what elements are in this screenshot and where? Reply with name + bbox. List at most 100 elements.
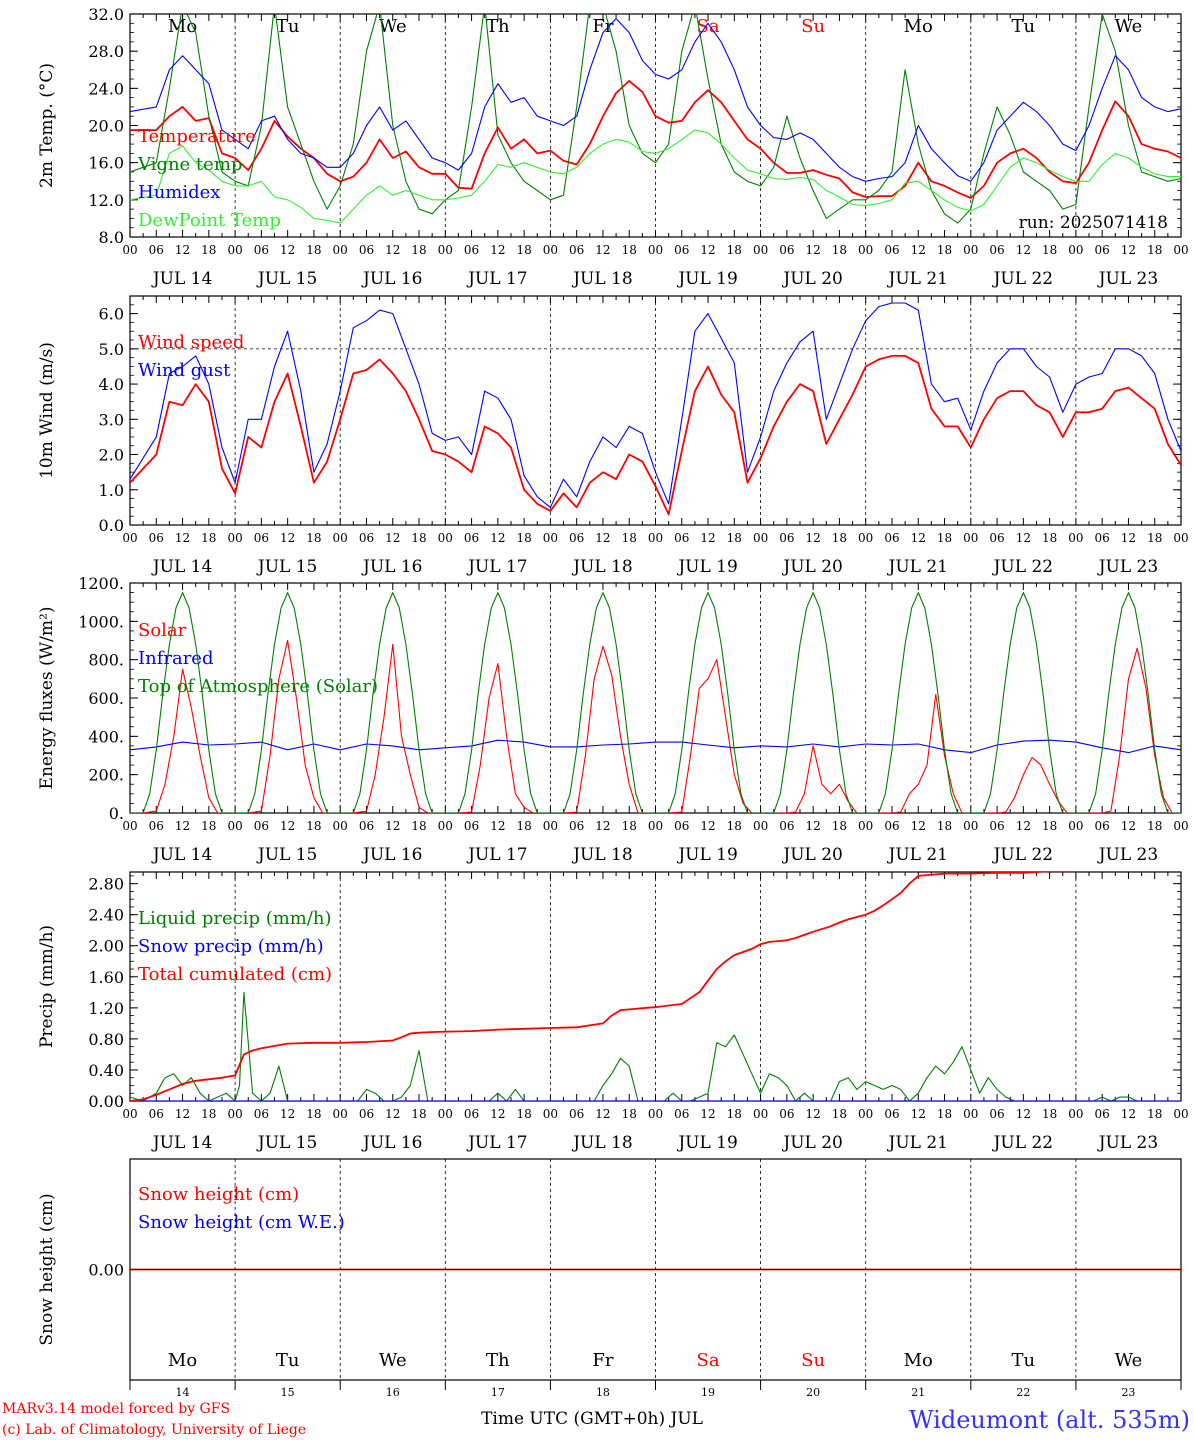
- hour-tick-label: 00: [227, 531, 242, 545]
- hour-tick-label: 18: [622, 1107, 637, 1121]
- y-tick-label: 1.60: [88, 968, 124, 987]
- day-name: Su: [801, 1350, 825, 1371]
- hour-tick-label: 12: [1016, 819, 1031, 833]
- date-label: JUL 22: [992, 269, 1053, 289]
- day-number: 16: [386, 1386, 400, 1399]
- run-annotation: run: 2025071418: [1019, 213, 1168, 233]
- hour-tick-label: 12: [385, 531, 400, 545]
- hour-tick-label: 00: [963, 243, 978, 257]
- date-label: JUL 23: [1097, 269, 1158, 289]
- date-label: JUL 17: [466, 845, 527, 865]
- hour-tick-label: 06: [464, 819, 479, 833]
- y-tick-label: 600.: [88, 689, 124, 708]
- panel-4: 00 06 12 18 00 06 12 18 00 06 12 18 00 06 12 18 00 06 12 18…: [37, 871, 1189, 1153]
- day-name: Sa: [697, 1350, 720, 1371]
- series-group: [130, 592, 1181, 813]
- hour-tick-label: 06: [779, 819, 794, 833]
- date-label: JUL 15: [256, 1133, 317, 1153]
- hour-tick-label: 00: [963, 1107, 978, 1121]
- series-line: [130, 14, 1181, 224]
- date-label: JUL 23: [1097, 1133, 1158, 1153]
- hour-tick-label: 06: [254, 819, 269, 833]
- hour-tick-label: 00: [227, 819, 242, 833]
- series-line: [130, 991, 1181, 1101]
- y-tick-label: 2.40: [88, 906, 124, 925]
- y-tick-label: 1000.: [78, 612, 124, 631]
- day-number: 14: [176, 1386, 190, 1399]
- hour-tick-label: 06: [674, 531, 689, 545]
- hour-tick-label: 18: [201, 531, 216, 545]
- hour-tick-label: 12: [175, 1107, 190, 1121]
- hour-tick-label: 18: [411, 819, 426, 833]
- hour-tick-label: 00: [438, 1107, 453, 1121]
- day-number: 17: [491, 1386, 505, 1399]
- y-tick-label: 32.0: [88, 5, 124, 24]
- hour-tick-label: 06: [674, 243, 689, 257]
- hour-tick-label: 00: [438, 243, 453, 257]
- y-tick-label: 2.80: [88, 875, 124, 894]
- hour-tick-label: 12: [385, 819, 400, 833]
- hour-tick-label: 06: [464, 531, 479, 545]
- day-name: Mo: [904, 1350, 933, 1371]
- day-name: Th: [486, 16, 510, 37]
- hour-tick-label: 00: [1068, 819, 1083, 833]
- legend-entry: Infrared: [138, 648, 213, 669]
- hour-tick-label: 18: [937, 1107, 952, 1121]
- hour-tick-label: 18: [622, 531, 637, 545]
- hour-tick-label: 18: [727, 1107, 742, 1121]
- hour-tick-label: 00: [753, 1107, 768, 1121]
- hour-tick-label: 12: [595, 1107, 610, 1121]
- hour-tick-label: 12: [700, 531, 715, 545]
- legend-entry: DewPoint Temp: [138, 210, 281, 231]
- hour-tick-label: 00: [543, 819, 558, 833]
- hour-tick-label: 00: [753, 819, 768, 833]
- hour-tick-label: 12: [280, 819, 295, 833]
- hour-tick-label: 18: [1147, 531, 1162, 545]
- y-tick-label: 0.0: [99, 516, 124, 535]
- date-label: JUL 17: [466, 1133, 527, 1153]
- date-label: JUL 20: [781, 845, 842, 865]
- day-name: Tu: [1012, 1350, 1036, 1371]
- hour-tick-label: 00: [333, 819, 348, 833]
- series-line: [130, 129, 1181, 224]
- hour-tick-label: 12: [280, 531, 295, 545]
- hour-tick-label: 00: [1173, 531, 1188, 545]
- hour-tick-label: 12: [595, 531, 610, 545]
- y-tick-label: 2.00: [88, 937, 124, 956]
- series-line: [130, 872, 1080, 1101]
- series-line: [130, 639, 1181, 813]
- hour-tick-label: 18: [1042, 243, 1057, 257]
- day-name: Tu: [276, 16, 300, 37]
- day-name: Mo: [168, 1350, 197, 1371]
- date-label: JUL 18: [571, 557, 632, 577]
- day-number: 21: [911, 1386, 925, 1399]
- hour-tick-label: 12: [1121, 819, 1136, 833]
- hour-tick-label: 00: [648, 531, 663, 545]
- day-name: Su: [801, 16, 825, 37]
- hour-tick-label: 06: [989, 819, 1004, 833]
- date-label: JUL 20: [781, 269, 842, 289]
- day-name: We: [1115, 16, 1143, 37]
- hour-tick-label: 00: [858, 1107, 873, 1121]
- hour-tick-label: 18: [411, 243, 426, 257]
- hour-tick-label: 00: [122, 531, 137, 545]
- hour-tick-label: 12: [280, 1107, 295, 1121]
- hour-tick-label: 18: [1147, 819, 1162, 833]
- date-label: JUL 21: [887, 557, 948, 577]
- day-name: We: [1115, 1350, 1143, 1371]
- y-tick-label: 800.: [88, 651, 124, 670]
- date-label: JUL 15: [256, 845, 317, 865]
- hour-tick-label: 06: [254, 243, 269, 257]
- day-number: 23: [1121, 1386, 1135, 1399]
- date-label: JUL 14: [151, 1133, 212, 1153]
- date-label: JUL 22: [992, 1133, 1053, 1153]
- y-tick-label: 3.0: [99, 410, 124, 429]
- hour-tick-label: 18: [937, 819, 952, 833]
- hour-tick-label: 06: [1095, 1107, 1110, 1121]
- hour-tick-label: 06: [989, 531, 1004, 545]
- hour-tick-label: 06: [359, 531, 374, 545]
- y-tick-label: 6.0: [99, 305, 124, 324]
- y-tick-label: 1200.: [78, 574, 124, 593]
- date-label: JUL 15: [256, 269, 317, 289]
